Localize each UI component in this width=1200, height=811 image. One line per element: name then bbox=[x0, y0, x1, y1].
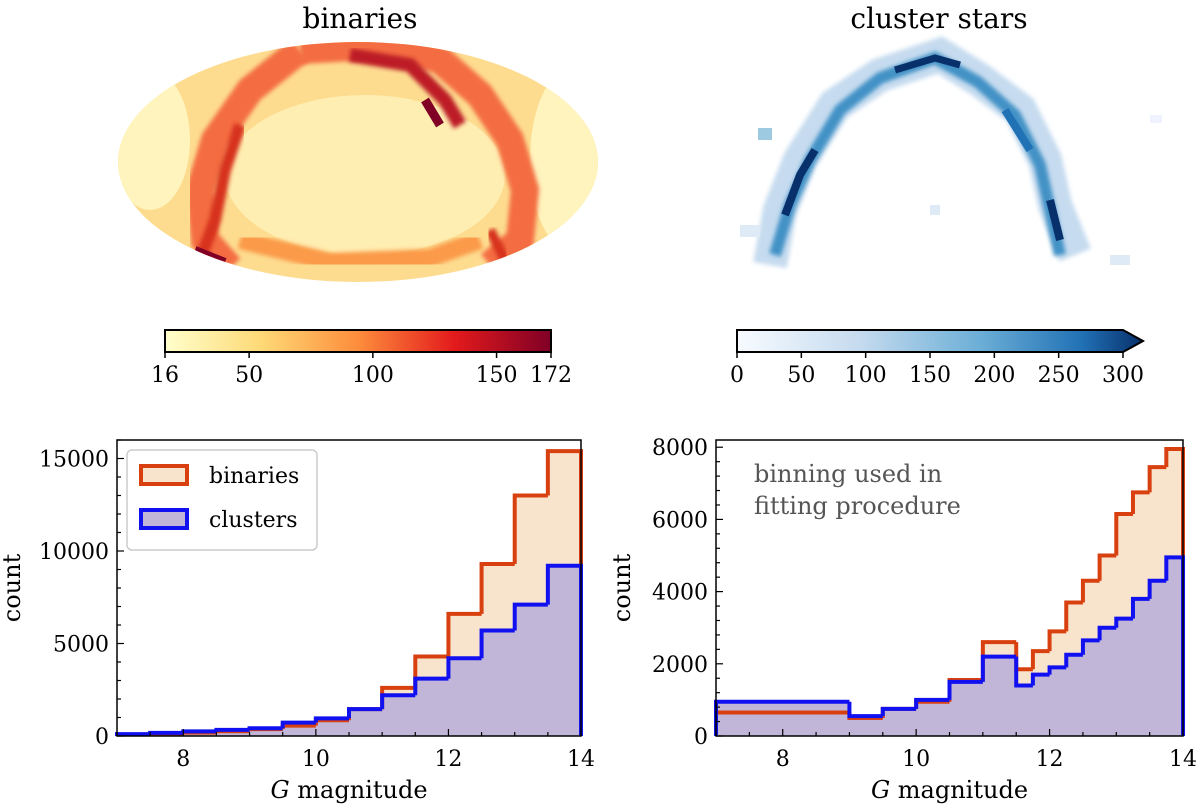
clusters-bin bbox=[479, 628, 515, 659]
clusters-bin bbox=[413, 676, 449, 696]
x-axis-label-rest: magnitude bbox=[890, 776, 1028, 804]
binaries-bin bbox=[1080, 578, 1100, 603]
y-tick-label: 5000 bbox=[53, 633, 109, 658]
clusters-bin bbox=[512, 602, 548, 631]
clusters-colorbar-fill bbox=[736, 329, 1146, 353]
clusters-bin bbox=[1047, 665, 1067, 675]
y-tick-label: 0 bbox=[694, 725, 708, 750]
x-tick-label: 14 bbox=[567, 747, 595, 772]
binaries-map-title: binaries bbox=[302, 2, 418, 35]
clusters-bin bbox=[947, 679, 983, 700]
clusters-bin bbox=[148, 730, 184, 735]
binaries-colorbar-tick-label: 50 bbox=[235, 363, 263, 388]
x-axis-label-italic: G bbox=[871, 776, 890, 804]
annotation-line: fitting procedure bbox=[754, 492, 961, 520]
binaries-bin bbox=[512, 493, 548, 564]
binaries-legend-label: binaries bbox=[209, 464, 299, 489]
binaries-colorbar: 16 50 100 150 172 bbox=[151, 329, 572, 388]
x-tick-label: 12 bbox=[1036, 747, 1064, 772]
clusters-bin bbox=[1147, 578, 1167, 599]
clusters-bin bbox=[1014, 656, 1033, 688]
clusters-legend-swatch bbox=[139, 508, 189, 530]
x-tick-label: 12 bbox=[434, 747, 462, 772]
clusters-colorbar-tick-label: 200 bbox=[973, 363, 1015, 388]
y-tick-label: 10000 bbox=[39, 540, 109, 565]
clusters-legend-label: clusters bbox=[209, 508, 297, 533]
clusters-colorbar-tick-label: 250 bbox=[1038, 363, 1080, 388]
y-tick-label: 2000 bbox=[652, 653, 708, 678]
binaries-bin bbox=[1014, 642, 1033, 672]
y-tick-label: 6000 bbox=[652, 508, 708, 533]
y-tick-label: 8000 bbox=[652, 436, 708, 461]
clusters-bin bbox=[380, 693, 416, 710]
clusters-colorbar-tick-label: 50 bbox=[787, 363, 815, 388]
binaries-bin bbox=[1047, 629, 1067, 652]
clusters-area bbox=[716, 557, 1183, 736]
clusters-bin bbox=[914, 697, 950, 709]
clusters-bin bbox=[347, 707, 383, 719]
clusters-bin bbox=[1080, 638, 1100, 655]
binaries-bin bbox=[446, 611, 482, 657]
y-axis-label: count bbox=[0, 553, 26, 622]
y-axis-label: count bbox=[608, 553, 636, 622]
clusters-bin bbox=[214, 727, 250, 732]
binaries-sky-map bbox=[118, 42, 598, 282]
cluster-sky-map bbox=[740, 36, 1162, 269]
y-tick-label: 4000 bbox=[652, 581, 708, 606]
binaries-colorbar-tick-label: 172 bbox=[530, 363, 572, 388]
clusters-bin bbox=[446, 656, 482, 679]
binaries-legend-swatch bbox=[139, 464, 189, 486]
clusters-colorbar-tick-label: 0 bbox=[730, 363, 744, 388]
clusters-colorbar-tick-label: 150 bbox=[909, 363, 951, 388]
binaries-bin bbox=[1030, 649, 1050, 670]
legend: binaries clusters bbox=[126, 449, 318, 551]
histogram-chart-left: 8 10 12 14 0 5000 10000 15000 G magnitude count bi… bbox=[0, 439, 595, 804]
x-tick-label: 8 bbox=[176, 747, 190, 772]
binaries-colorbar-tick-label: 150 bbox=[476, 363, 518, 388]
clusters-colorbar-tick-label: 100 bbox=[845, 363, 887, 388]
x-tick-label: 14 bbox=[1169, 747, 1197, 772]
clusters-bin bbox=[181, 729, 217, 734]
clusters-bin bbox=[313, 716, 349, 723]
clusters-bin bbox=[880, 706, 917, 717]
x-axis-label: G magnitude bbox=[270, 776, 427, 804]
binaries-bin bbox=[1064, 600, 1083, 632]
clusters-area bbox=[117, 565, 581, 736]
clusters-bin bbox=[847, 701, 883, 719]
clusters-bin bbox=[1030, 672, 1050, 686]
x-tick-label: 8 bbox=[776, 747, 790, 772]
binaries-bin bbox=[479, 561, 515, 614]
y-tick-label: 0 bbox=[95, 725, 109, 750]
clusters-bin bbox=[1114, 616, 1133, 628]
clusters-bin bbox=[1130, 596, 1150, 619]
clusters-bin bbox=[280, 720, 316, 729]
cluster-map-title: cluster stars bbox=[850, 2, 1028, 35]
binaries-colorbar-tick-label: 100 bbox=[352, 363, 394, 388]
clusters-bin bbox=[247, 726, 283, 731]
clusters-colorbar-tick-label: 300 bbox=[1102, 363, 1144, 388]
binaries-bin bbox=[1097, 553, 1117, 581]
binaries-bin bbox=[1114, 512, 1133, 556]
x-axis-label-italic: G bbox=[270, 776, 289, 804]
x-axis-label-rest: magnitude bbox=[290, 776, 428, 804]
annotation-line: binning used in bbox=[754, 460, 942, 488]
y-tick-label: 15000 bbox=[39, 448, 109, 473]
binaries-colorbar-fill bbox=[164, 329, 552, 353]
histogram-chart-right: 8 10 12 14 0 2000 4000 6000 8000 G magnitude count… bbox=[608, 436, 1197, 804]
clusters-bin bbox=[1097, 625, 1117, 641]
x-tick-label: 10 bbox=[902, 747, 930, 772]
binaries-colorbar-tick-label: 16 bbox=[151, 363, 179, 388]
x-axis-label: G magnitude bbox=[871, 776, 1028, 804]
clusters-colorbar: 0 50 100 150 200 250 300 bbox=[730, 329, 1146, 388]
binaries-bin bbox=[1130, 490, 1150, 514]
clusters-bin bbox=[1064, 652, 1083, 668]
x-tick-label: 10 bbox=[302, 747, 330, 772]
binaries-bin bbox=[1147, 465, 1167, 493]
clusters-bin bbox=[980, 654, 1017, 682]
